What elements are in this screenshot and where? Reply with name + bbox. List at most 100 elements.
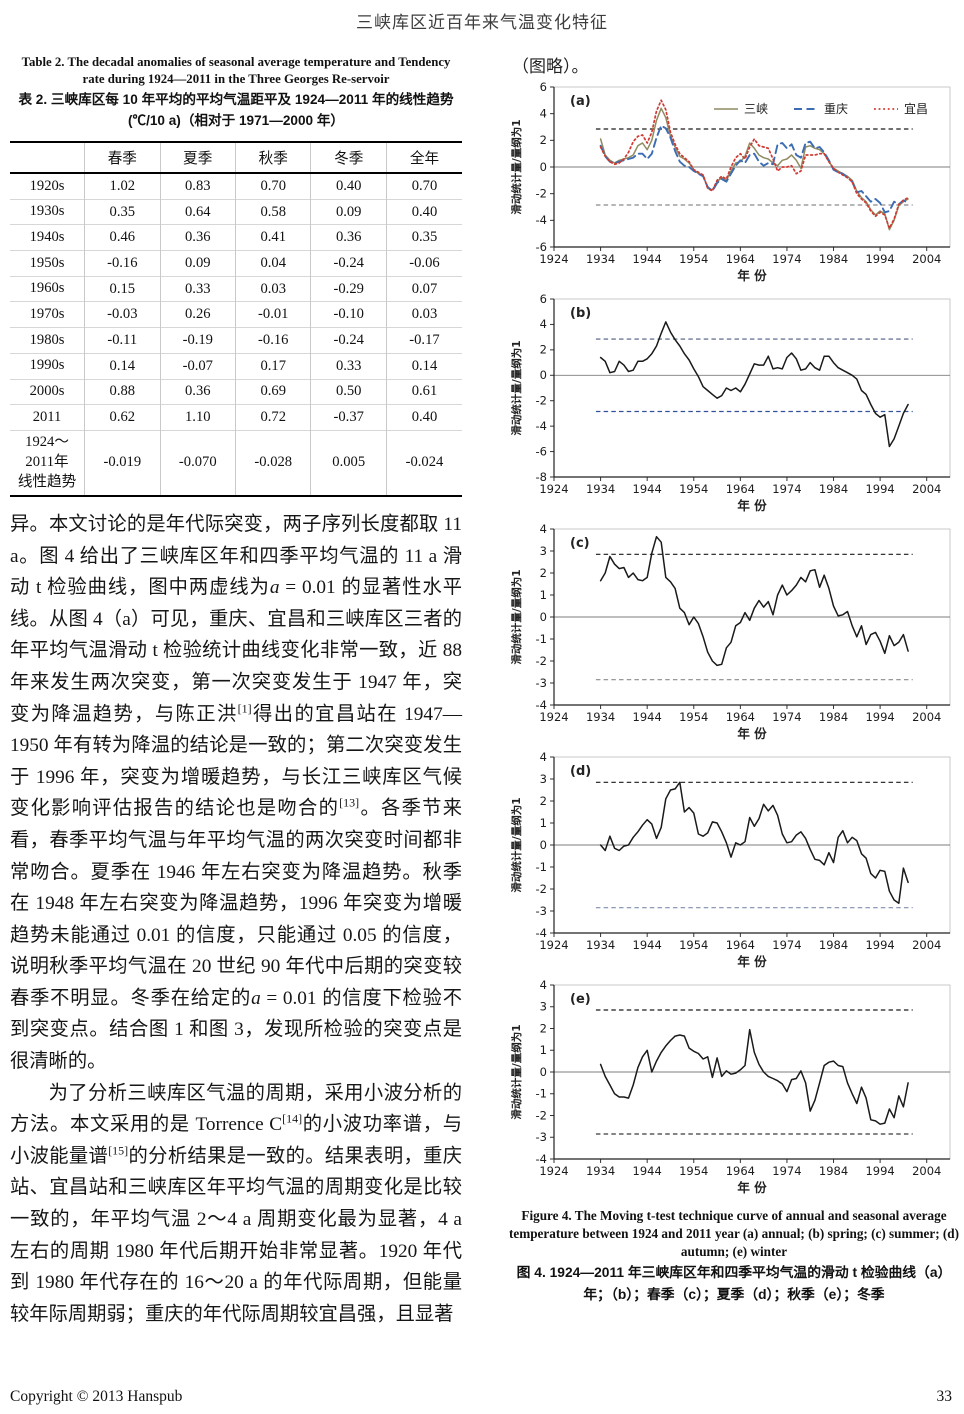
cell-value: 0.36 xyxy=(159,224,236,251)
x-tick-label: 1964 xyxy=(726,938,755,952)
cell-value: 0.46 xyxy=(84,224,161,251)
column-header-rowlabel xyxy=(10,142,85,175)
cell-value: 0.70 xyxy=(385,172,462,200)
column-header: 秋季 xyxy=(235,142,311,175)
x-tick-label: 1924 xyxy=(539,1164,568,1178)
x-tick-label: 1944 xyxy=(633,252,662,266)
x-tick-label: 1934 xyxy=(586,252,615,266)
x-axis-label: 年 份 xyxy=(737,1180,767,1195)
cell-value: -0.10 xyxy=(310,301,387,328)
cell-value: -0.19 xyxy=(159,327,236,354)
cell-value: -0.070 xyxy=(159,429,236,496)
x-tick-label: 1974 xyxy=(772,1164,801,1178)
x-tick-label: 1994 xyxy=(865,252,894,266)
table-row: 2000s 0.88 0.36 0.69 0.50 0.61 xyxy=(10,378,462,405)
reference-superscript: [15] xyxy=(108,1143,129,1158)
series-line-宜昌 xyxy=(599,99,909,230)
panel-label: (b) xyxy=(570,306,591,321)
y-tick-label: 4 xyxy=(540,317,547,331)
table-row: 1990s 0.14 -0.07 0.17 0.33 0.14 xyxy=(10,352,462,380)
x-tick-label: 2004 xyxy=(912,710,941,724)
cell-value: 0.14 xyxy=(84,352,161,380)
y-tick-label: 4 xyxy=(540,978,547,992)
y-tick-label: -1 xyxy=(536,632,547,646)
y-tick-label: -3 xyxy=(536,676,547,690)
row-label: 1924～ 2011年 线性趋势 xyxy=(10,429,85,496)
cell-value: 0.15 xyxy=(84,275,161,302)
y-tick-label: 4 xyxy=(540,106,547,120)
cell-value: 0.40 xyxy=(385,198,462,225)
reference-superscript: [14] xyxy=(282,1111,303,1126)
table-row: 1960s 0.15 0.33 0.03 -0.29 0.07 xyxy=(10,275,462,302)
cell-value: -0.019 xyxy=(84,429,161,496)
chart-panel-a: -6 -4 -2 0 2 4 6 1924 1934 1944 1954 1964 1974 1984 19… xyxy=(510,80,951,283)
y-tick-label: 6 xyxy=(540,80,547,94)
table-caption-zh: 表 2. 三峡库区每 10 年平均的平均气温距平及 1924—2011 年的线性… xyxy=(18,92,454,128)
x-tick-label: 1974 xyxy=(772,482,801,496)
x-tick-label: 1974 xyxy=(772,938,801,952)
panel-label: (e) xyxy=(570,992,591,1007)
figure-omitted-note: （图略）。 xyxy=(512,57,589,76)
chart-panel-e: -4 -3 -2 -1 0 1 2 3 4 1924 1934 1944 1954 1964 1974 198… xyxy=(510,978,951,1195)
panel-label: (a) xyxy=(570,94,591,109)
y-tick-label: -2 xyxy=(536,654,547,668)
row-label: 2000s xyxy=(10,378,85,405)
x-tick-label: 1964 xyxy=(726,252,755,266)
legend-label: 宜昌 xyxy=(904,101,928,116)
text-run: 的小波功率谱，与小波能量谱 xyxy=(10,1114,463,1167)
cell-value: -0.24 xyxy=(310,250,387,277)
y-tick-label: 0 xyxy=(540,610,547,624)
cell-value: 0.07 xyxy=(385,275,462,302)
column-header: 夏季 xyxy=(159,142,236,175)
cell-value: 0.62 xyxy=(84,404,161,431)
reference-superscript: [1] xyxy=(237,701,252,716)
text-run: 得出的宜昌站在 1947—1950 年有转为降温的结论是一致的；第二次突变发生于… xyxy=(10,703,462,820)
x-tick-label: 1954 xyxy=(679,710,708,724)
y-tick-label: -4 xyxy=(536,419,547,433)
cell-value: 0.09 xyxy=(159,250,236,277)
x-tick-label: 1964 xyxy=(726,1164,755,1178)
x-tick-label: 1924 xyxy=(539,482,568,496)
cell-value: -0.16 xyxy=(84,250,161,277)
y-tick-label: 0 xyxy=(540,368,547,382)
paragraph: 异。本文讨论的是年代际突变，两子序列长度都取 11 a。图 4 给出了三峡库区年… xyxy=(10,509,462,1078)
row-label: 2011 xyxy=(10,404,85,431)
y-tick-label: 1 xyxy=(540,816,547,830)
x-tick-label: 1964 xyxy=(726,710,755,724)
y-axis-label: 滑动统计量/量纲为1 xyxy=(510,797,523,892)
cell-value: 0.40 xyxy=(310,172,387,200)
figure-caption-zh: 图 4. 1924—2011 年三峡库区年和四季平均气温的滑动 t 检验曲线（a… xyxy=(516,1265,952,1302)
table-row: 1950s -0.16 0.09 0.04 -0.24 -0.06 xyxy=(10,250,462,277)
cell-value: 0.03 xyxy=(385,301,462,328)
row-label: 1930s xyxy=(10,198,85,225)
x-tick-label: 1944 xyxy=(633,710,662,724)
reference-superscript: [13] xyxy=(339,795,360,810)
chart-panel-b: -8 -6 -4 -2 0 2 4 6 1924 1934 1944 1954 1964 1974 1984… xyxy=(510,292,951,513)
cell-value: -0.028 xyxy=(235,429,311,496)
x-tick-label: 1954 xyxy=(679,938,708,952)
table-row: 1970s -0.03 0.26 -0.01 -0.10 0.03 xyxy=(10,301,462,328)
x-tick-label: 1994 xyxy=(865,1164,894,1178)
plot-border xyxy=(553,298,951,478)
cell-value: 0.09 xyxy=(310,198,387,225)
column-header: 全年 xyxy=(385,142,462,175)
cell-value: 0.33 xyxy=(159,275,236,302)
x-axis-label: 年 份 xyxy=(737,498,767,513)
cell-value: -0.07 xyxy=(159,352,236,380)
cell-value: 0.61 xyxy=(385,378,462,405)
figure-4-charts: -6 -4 -2 0 2 4 6 1924 1934 1944 1954 1964 1974 1984 19… xyxy=(508,79,960,1199)
body-text: 异。本文讨论的是年代际突变，两子序列长度都取 11 a。图 4 给出了三峡库区年… xyxy=(10,509,462,1330)
y-tick-label: -4 xyxy=(536,213,547,227)
cell-value: -0.37 xyxy=(310,404,387,431)
x-tick-label: 1944 xyxy=(633,1164,662,1178)
footer-page-number: 33 xyxy=(936,1388,953,1405)
x-tick-label: 1984 xyxy=(819,938,848,952)
cell-value: 0.26 xyxy=(159,301,236,328)
cell-value: 0.17 xyxy=(235,352,311,380)
y-axis-label: 滑动统计量/量纲为1 xyxy=(510,119,523,214)
y-axis-label: 滑动统计量/量纲为1 xyxy=(510,569,523,664)
cell-value: 0.72 xyxy=(235,404,311,431)
y-tick-label: 1 xyxy=(540,1043,547,1057)
row-label: 1940s xyxy=(10,224,85,251)
